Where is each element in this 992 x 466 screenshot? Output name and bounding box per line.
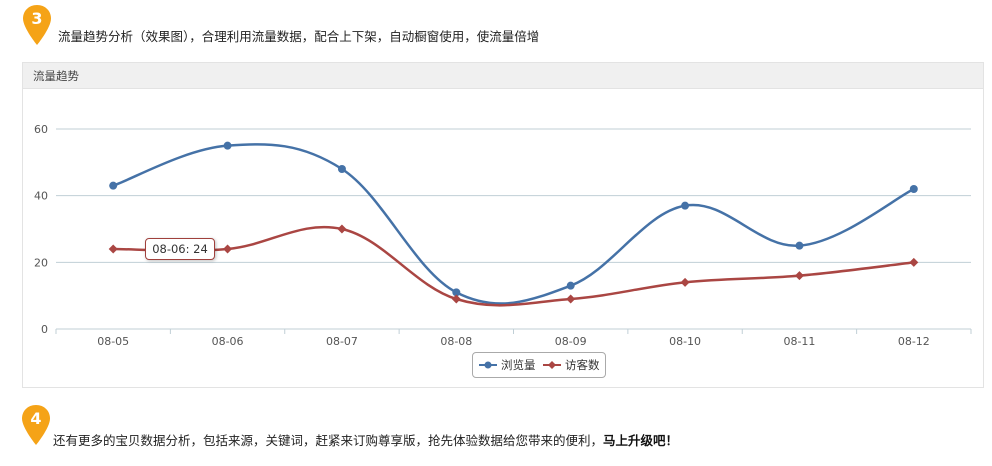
data-point-views [452, 288, 461, 297]
upgrade-link[interactable]: 马上升级吧！ [603, 433, 679, 448]
series-line-visitors [113, 225, 914, 307]
y-tick-label: 20 [34, 256, 48, 269]
pin-icon [22, 405, 50, 445]
chart-legend: 浏览量 访客数 [472, 352, 606, 378]
traffic-trend-panel: 流量趋势 0 20 40 60 08-05 08-06 08-07 08-08 08-09 08-… [22, 62, 984, 388]
x-tick-label: 08-07 [326, 335, 358, 348]
data-point-visitors [794, 271, 804, 281]
step-4-text-normal: 还有更多的宝贝数据分析，包括来源，关键词，赶紧来订购尊享版，抢先体验数据给您带来… [53, 433, 604, 448]
chart-tooltip: 08-06: 24 [145, 238, 215, 260]
x-tick-label: 08-06 [212, 335, 244, 348]
y-tick-label: 0 [41, 323, 48, 336]
data-point-views [566, 281, 575, 290]
x-tick-label: 08-09 [555, 335, 587, 348]
step-4-number: 4 [30, 409, 42, 428]
data-point-views [337, 165, 346, 173]
step-3-number: 3 [31, 9, 43, 28]
data-point-visitors [451, 294, 461, 304]
legend-item-views[interactable]: 浏览量 [479, 353, 536, 377]
x-tick-label: 08-08 [440, 335, 472, 348]
pin-icon [23, 5, 51, 45]
x-tick-label: 08-12 [898, 335, 930, 348]
data-point-visitors [566, 294, 576, 304]
legend-label-views: 浏览量 [501, 358, 536, 372]
step-4-badge: 4 [21, 404, 51, 446]
step-4-text: 还有更多的宝贝数据分析，包括来源，关键词，赶紧来订购尊享版，抢先体验数据给您带来… [53, 430, 678, 449]
y-tick-label: 40 [34, 190, 48, 203]
data-point-views [223, 141, 232, 150]
x-tick-label: 08-11 [783, 335, 815, 348]
x-tick-label: 08-05 [97, 335, 129, 348]
legend-line-diamond-icon [543, 361, 561, 369]
data-point-visitors [680, 277, 690, 287]
series-line-views [112, 143, 915, 305]
data-point-views [681, 201, 690, 210]
data-point-visitors [108, 244, 118, 254]
data-point-views [909, 185, 918, 193]
x-tick-label: 08-10 [669, 335, 701, 348]
step-3-badge: 3 [22, 4, 52, 46]
traffic-trend-chart: 0 20 40 60 08-05 08-06 08-07 08-08 08-09 08-10 08-… [34, 123, 972, 348]
data-point-visitors [223, 244, 233, 254]
panel-title: 流量趋势 [23, 63, 983, 89]
data-point-views [109, 181, 118, 190]
data-point-visitors [909, 257, 919, 267]
step-3-text: 流量趋势分析（效果图），合理利用流量数据，配合上下架，自动橱窗使用，使流量倍增 [58, 29, 540, 44]
data-point-views [795, 241, 804, 250]
y-tick-label: 60 [34, 123, 48, 136]
data-point-visitors [337, 224, 347, 234]
legend-label-visitors: 访客数 [565, 358, 600, 372]
legend-item-visitors[interactable]: 访客数 [543, 353, 600, 377]
legend-line-circle-icon [479, 361, 497, 369]
